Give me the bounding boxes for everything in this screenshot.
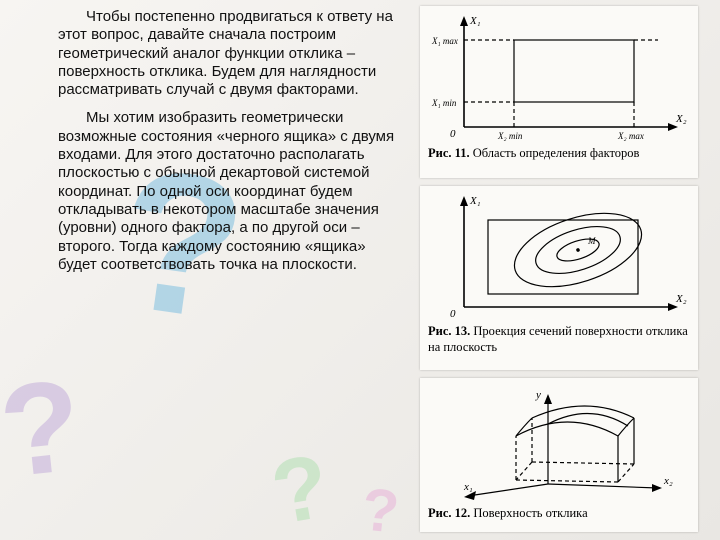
question-mark-icon: ? <box>0 349 88 506</box>
figure-12-caption-text: Поверхность отклика <box>470 506 587 520</box>
figure-12: x₁ x₂ y Рис. 12. Поверхность отклика <box>420 378 698 532</box>
figure-11-svg: X₁ X₂ 0 X₁ max X₁ min X₂ min X₂ max <box>428 12 690 142</box>
f13-x1-label: X₁ <box>469 195 481 207</box>
figure-12-caption: Рис. 12. Поверхность отклика <box>428 506 690 522</box>
figure-12-caption-num: Рис. 12. <box>428 506 470 520</box>
f12-x1-label: x₁ <box>463 481 473 493</box>
figure-13-caption-num: Рис. 13. <box>428 324 470 338</box>
paragraph-2: Мы хотим изобразить геометрически возмож… <box>58 109 396 274</box>
question-mark-icon: ? <box>358 474 402 540</box>
f13-origin-label: 0 <box>450 308 456 320</box>
f11-x2max-label: X₂ max <box>617 131 644 141</box>
figure-11-caption: Рис. 11. Область определения факторов <box>428 146 690 162</box>
f11-x2-label: X₂ <box>675 113 687 125</box>
f13-x2-label: X₂ <box>675 293 687 305</box>
paragraph-1: Чтобы постепенно продвигаться к ответу н… <box>58 8 396 99</box>
slide: ???? Чтобы постепенно продвигаться к отв… <box>0 0 720 540</box>
figure-13: X₁ X₂ 0 M Рис. 13. Проекция сечений пове… <box>420 186 698 370</box>
figure-11-caption-num: Рис. 11. <box>428 146 470 160</box>
f12-y-label: y <box>535 389 541 401</box>
f11-x1min-label: X₁ min <box>431 98 457 108</box>
f11-origin-label: 0 <box>450 128 456 140</box>
question-mark-icon: ? <box>264 435 336 540</box>
f12-x2-label: x₂ <box>663 475 673 487</box>
figure-11: X₁ X₂ 0 X₁ max X₁ min X₂ min X₂ max Рис.… <box>420 6 698 178</box>
figure-13-svg: X₁ X₂ 0 M <box>428 192 690 320</box>
f11-x2min-label: X₂ min <box>497 131 523 141</box>
f11-x1-label: X₁ <box>469 15 481 27</box>
figure-12-svg: x₁ x₂ y <box>428 384 690 502</box>
f13-m-label: M <box>587 236 596 246</box>
figure-11-caption-text: Область определения факторов <box>470 146 640 160</box>
figure-13-caption: Рис. 13. Проекция сечений поверхности от… <box>428 324 690 355</box>
f11-x1max-label: X₁ max <box>431 36 458 46</box>
body-text: Чтобы постепенно продвигаться к ответу н… <box>58 8 396 284</box>
